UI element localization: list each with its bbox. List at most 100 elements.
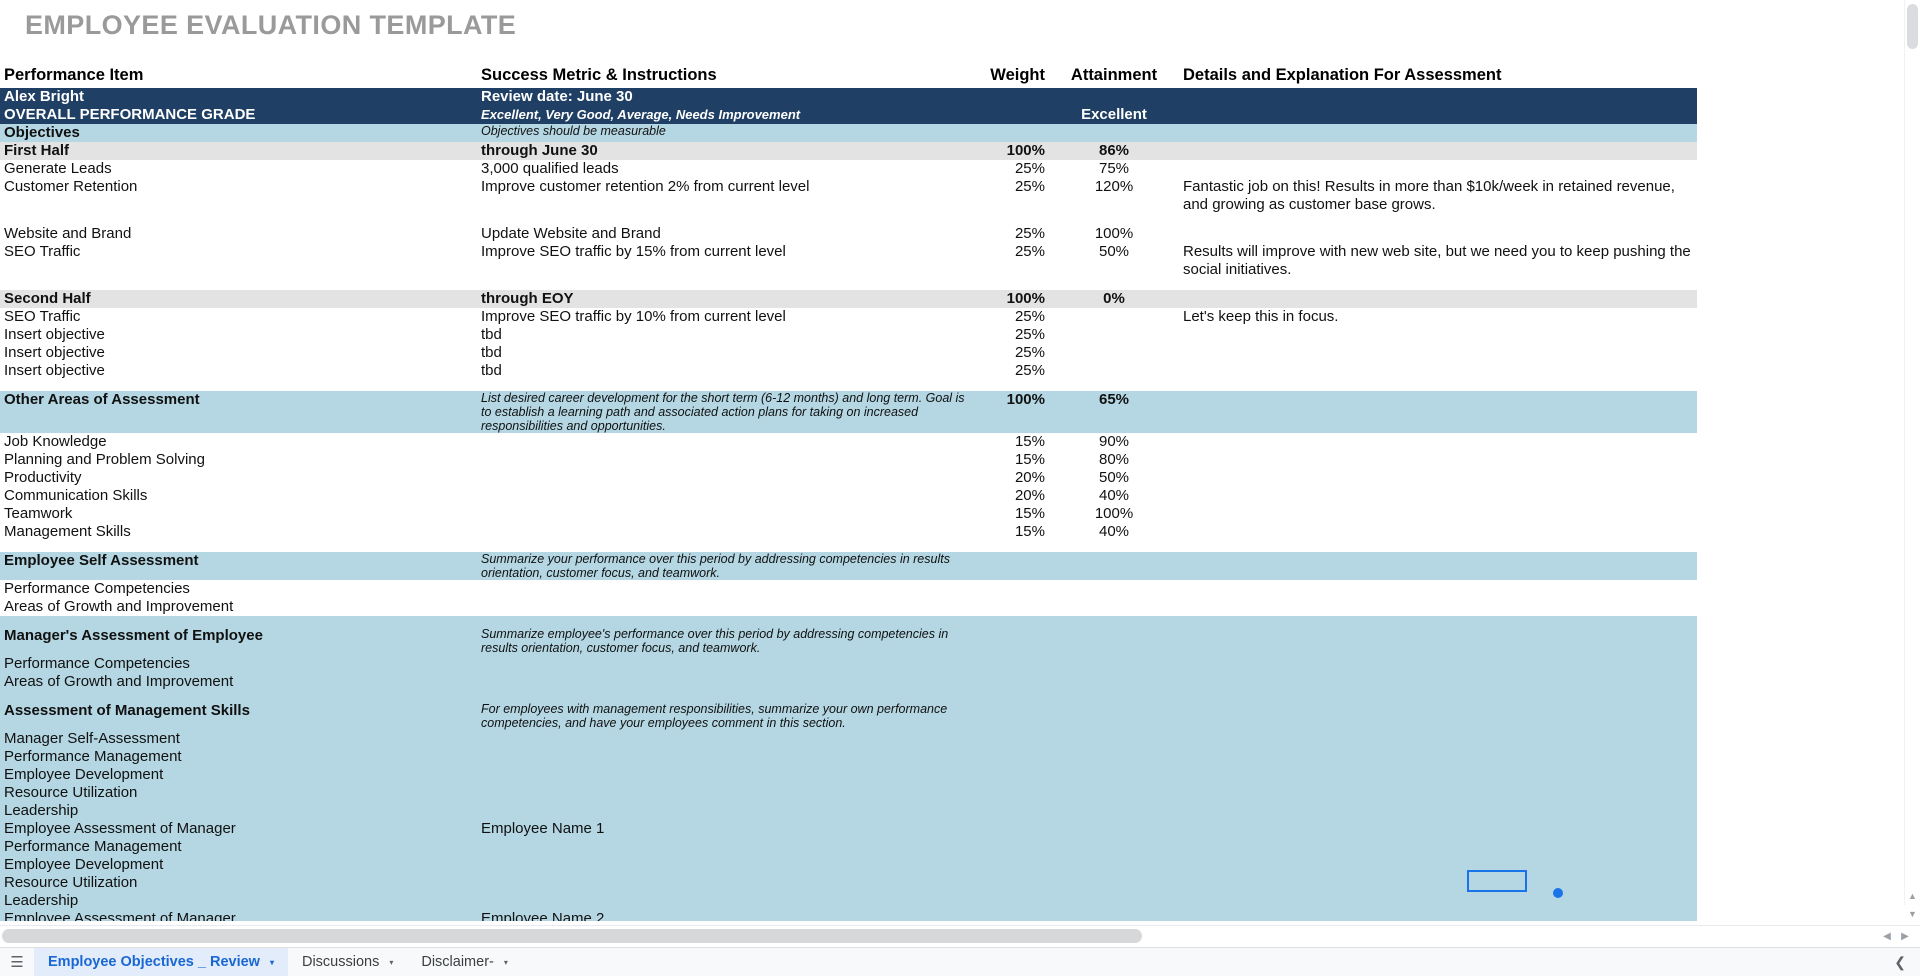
cell-weight[interactable] <box>974 124 1049 142</box>
table-row[interactable]: SEO Traffic Improve SEO traffic by 10% fr… <box>0 308 1697 326</box>
cell-performance-item[interactable]: Insert objective <box>0 362 477 380</box>
cell-attainment[interactable] <box>1049 655 1179 673</box>
cell-success-metric[interactable] <box>477 469 974 487</box>
cell-details[interactable]: Let's keep this in focus. <box>1179 308 1697 326</box>
sheet-tab-0[interactable]: Employee Objectives _ Review ▾ <box>34 948 288 976</box>
cell-performance-item[interactable]: Second Half <box>0 290 477 308</box>
cell-details[interactable] <box>1179 106 1697 124</box>
cell-attainment[interactable] <box>1049 802 1179 820</box>
cell-performance-item[interactable]: Employee Assessment of Manager <box>0 910 477 921</box>
cell-details[interactable] <box>1179 451 1697 469</box>
cell-attainment[interactable] <box>1049 838 1179 856</box>
cell-success-metric[interactable] <box>477 580 974 598</box>
cell-attainment[interactable] <box>1049 326 1179 344</box>
fill-handle[interactable] <box>1553 888 1563 898</box>
cell-performance-item[interactable]: Generate Leads <box>0 160 477 178</box>
table-row[interactable]: Employee Assessment of Manager Employee N… <box>0 910 1697 921</box>
table-row[interactable]: Insert objective tbd 25% <box>0 326 1697 344</box>
cell-performance-item[interactable]: Communication Skills <box>0 487 477 505</box>
cell-attainment[interactable] <box>1049 308 1179 326</box>
chevron-left-icon[interactable]: ❮ <box>1894 953 1906 970</box>
cell-weight[interactable] <box>974 856 1049 874</box>
cell-weight[interactable]: 25% <box>974 243 1049 279</box>
cell-performance-item[interactable]: SEO Traffic <box>0 308 477 326</box>
cell-details[interactable] <box>1179 469 1697 487</box>
cell-success-metric[interactable]: through EOY <box>477 290 974 308</box>
cell-performance-item[interactable]: Performance Management <box>0 838 477 856</box>
cell-success-metric[interactable] <box>477 856 974 874</box>
cell-performance-item[interactable]: OVERALL PERFORMANCE GRADE <box>0 106 477 124</box>
cell-performance-item[interactable]: Employee Assessment of Manager <box>0 820 477 838</box>
cell-details[interactable] <box>1179 892 1697 910</box>
table-row[interactable]: Communication Skills 20% 40% <box>0 487 1697 505</box>
cell-weight[interactable] <box>974 766 1049 784</box>
cell-success-metric[interactable]: Objectives should be measurable <box>477 124 974 142</box>
table-row[interactable]: Management Skills 15% 40% <box>0 523 1697 541</box>
cell-details[interactable] <box>1179 730 1697 748</box>
cell-success-metric[interactable]: 3,000 qualified leads <box>477 160 974 178</box>
cell-performance-item[interactable]: Resource Utilization <box>0 874 477 892</box>
cell-success-metric[interactable] <box>477 673 974 691</box>
cell-weight[interactable]: 15% <box>974 433 1049 451</box>
cell-weight[interactable]: 25% <box>974 362 1049 380</box>
cell-attainment[interactable] <box>1049 910 1179 921</box>
cell-attainment[interactable] <box>1049 88 1179 106</box>
cell-success-metric[interactable]: Update Website and Brand <box>477 225 974 243</box>
cell-success-metric[interactable] <box>477 505 974 523</box>
cell-performance-item[interactable]: Resource Utilization <box>0 784 477 802</box>
cell-attainment[interactable] <box>1049 344 1179 362</box>
cell-attainment[interactable] <box>1049 748 1179 766</box>
cell-attainment[interactable]: 90% <box>1049 433 1179 451</box>
cell-weight[interactable] <box>974 730 1049 748</box>
cell-performance-item[interactable]: Manager's Assessment of Employee <box>0 627 477 655</box>
cell-weight[interactable] <box>974 748 1049 766</box>
cell-performance-item[interactable]: Other Areas of Assessment <box>0 391 477 433</box>
cell-success-metric[interactable]: tbd <box>477 362 974 380</box>
cell-performance-item[interactable]: Job Knowledge <box>0 433 477 451</box>
sheet-tab-2[interactable]: Disclaimer- ▾ <box>407 948 522 976</box>
cell-weight[interactable]: 15% <box>974 523 1049 541</box>
cell-weight[interactable] <box>974 627 1049 655</box>
cell-details[interactable] <box>1179 702 1697 730</box>
cell-details[interactable] <box>1179 856 1697 874</box>
cell-success-metric[interactable]: Employee Name 1 <box>477 820 974 838</box>
cell-details[interactable] <box>1179 433 1697 451</box>
selected-cell[interactable] <box>1467 870 1527 892</box>
table-row[interactable]: OVERALL PERFORMANCE GRADE Excellent, Very… <box>0 106 1697 124</box>
cell-attainment[interactable]: 80% <box>1049 451 1179 469</box>
table-row[interactable]: Second Half through EOY 100% 0% <box>0 290 1697 308</box>
table-row[interactable]: First Half through June 30 100% 86% <box>0 142 1697 160</box>
table-row[interactable]: Leadership <box>0 892 1697 910</box>
cell-attainment[interactable]: 75% <box>1049 160 1179 178</box>
cell-details[interactable] <box>1179 673 1697 691</box>
cell-weight[interactable] <box>974 802 1049 820</box>
cell-weight[interactable]: 25% <box>974 308 1049 326</box>
cell-weight[interactable] <box>974 655 1049 673</box>
cell-details[interactable] <box>1179 580 1697 598</box>
table-row[interactable]: Employee Development <box>0 856 1697 874</box>
cell-performance-item[interactable]: Objectives <box>0 124 477 142</box>
cell-attainment[interactable]: 120% <box>1049 178 1179 214</box>
cell-success-metric[interactable] <box>477 730 974 748</box>
table-row[interactable]: Generate Leads 3,000 qualified leads 25% 75… <box>0 160 1697 178</box>
cell-weight[interactable]: 25% <box>974 225 1049 243</box>
cell-performance-item[interactable]: Customer Retention <box>0 178 477 214</box>
cell-success-metric[interactable] <box>477 451 974 469</box>
cell-weight[interactable] <box>974 702 1049 730</box>
chevron-down-icon[interactable]: ▾ <box>389 957 394 967</box>
cell-attainment[interactable] <box>1049 874 1179 892</box>
cell-weight[interactable] <box>974 580 1049 598</box>
cell-performance-item[interactable]: Areas of Growth and Improvement <box>0 598 477 616</box>
evaluation-table[interactable]: Performance Item Success Metric & Instru… <box>0 66 1697 921</box>
cell-weight[interactable]: 20% <box>974 487 1049 505</box>
cell-details[interactable]: Fantastic job on this! Results in more t… <box>1179 178 1697 214</box>
sheet-tab-1[interactable]: Discussions ▾ <box>288 948 407 976</box>
cell-attainment[interactable] <box>1049 784 1179 802</box>
cell-details[interactable] <box>1179 505 1697 523</box>
cell-details[interactable] <box>1179 552 1697 580</box>
cell-details[interactable] <box>1179 784 1697 802</box>
table-row[interactable]: Job Knowledge 15% 90% <box>0 433 1697 451</box>
cell-performance-item[interactable]: First Half <box>0 142 477 160</box>
table-row[interactable]: Performance Management <box>0 748 1697 766</box>
cell-details[interactable] <box>1179 820 1697 838</box>
